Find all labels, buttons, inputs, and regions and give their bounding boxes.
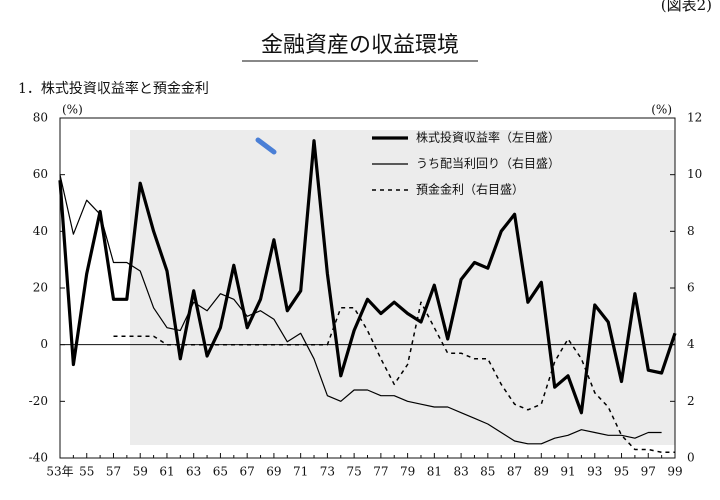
x-tick-label: 85 [480, 465, 495, 479]
pen-mark [255, 137, 277, 155]
y2-tick-label: 12 [687, 111, 702, 125]
y-tick-label: 80 [33, 111, 48, 125]
scan-shade [130, 130, 675, 445]
x-tick-label: 73 [320, 465, 335, 479]
x-tick-label: 71 [293, 465, 308, 479]
legend-label: 株式投資収益率（左目盛） [416, 130, 560, 145]
x-tick-label: 99 [667, 465, 682, 479]
chart-title: 金融資産の収益環境 [261, 33, 459, 58]
x-tick-label: 65 [213, 465, 228, 479]
y2-unit: (%) [651, 103, 672, 117]
x-tick-label: 55 [79, 465, 94, 479]
y-tick-label: -40 [29, 451, 48, 465]
subtitle: 1．株式投資収益率と預金金利 [18, 80, 209, 97]
y-tick-label: 60 [33, 167, 48, 181]
x-tick-label: 67 [240, 465, 255, 479]
x-tick-label: 75 [346, 465, 361, 479]
y-tick-label: -20 [29, 394, 48, 408]
x-tick-label: 89 [534, 465, 549, 479]
x-tick-label: 93 [587, 465, 602, 479]
y2-tick-label: 2 [687, 394, 695, 408]
y2-tick-label: 6 [687, 281, 695, 295]
series-line [58, 139, 677, 415]
y2-tick-label: 8 [687, 224, 695, 238]
x-tick-label: 83 [453, 465, 468, 479]
x-tick-label: 95 [614, 465, 629, 479]
x-tick-label: 91 [560, 465, 575, 479]
y2-tick-label: 4 [687, 337, 695, 351]
y2-tick-label: 0 [687, 451, 695, 465]
figure-label: (図表2) [661, 0, 712, 14]
x-tick-label: 87 [507, 465, 522, 479]
x-tick-label: 79 [400, 465, 415, 479]
x-tick-label: 61 [159, 465, 174, 479]
x-tick-label: 53年 [46, 465, 73, 479]
x-tick-label: 97 [641, 465, 656, 479]
y2-tick-label: 10 [687, 167, 702, 181]
x-tick-label: 63 [186, 465, 201, 479]
legend-label: うち配当利回り（右目盛） [416, 156, 560, 171]
x-tick-label: 77 [373, 465, 388, 479]
x-tick-label: 69 [266, 465, 281, 479]
x-tick-label: 57 [106, 465, 121, 479]
series-line [113, 301, 675, 454]
y-tick-label: 0 [40, 337, 48, 351]
y-tick-label: 40 [33, 224, 48, 238]
y-unit: (%) [62, 103, 83, 117]
x-tick-label: 81 [427, 465, 442, 479]
y-tick-label: 20 [33, 281, 48, 295]
series-line [59, 174, 662, 445]
legend-label: 預金金利（右目盛） [416, 182, 524, 197]
x-tick-label: 59 [133, 465, 148, 479]
